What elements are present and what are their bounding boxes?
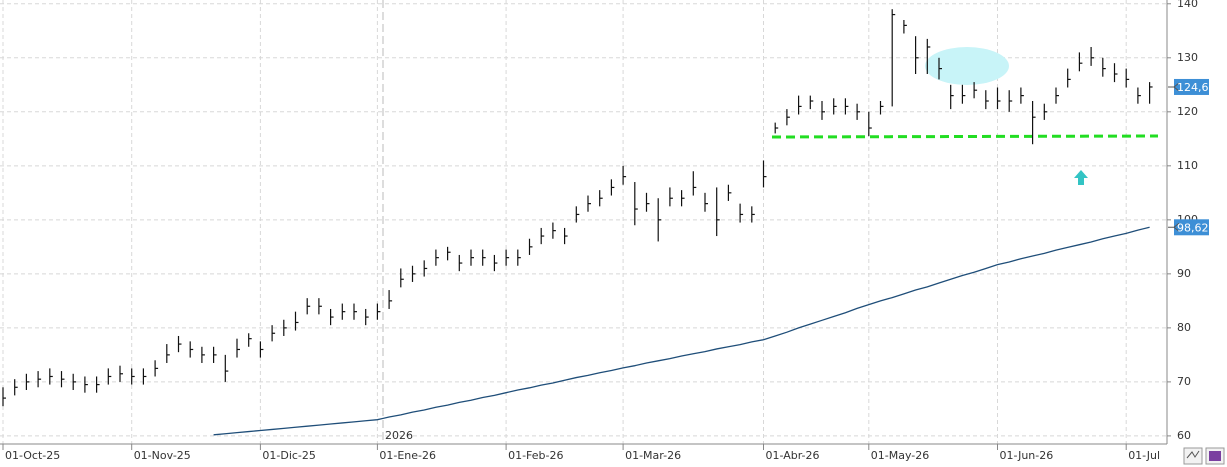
y-tick-label: 80: [1177, 321, 1191, 334]
x-tick-label: 01-Jun-26: [1000, 449, 1054, 462]
year-label: 2026: [385, 429, 413, 442]
moving-average-line: [213, 226, 1150, 436]
up-arrow: [1074, 170, 1088, 185]
x-tick-label: 01-Nov-25: [134, 449, 191, 462]
price-tag-label: 98,62: [1177, 221, 1209, 234]
price-tag-pointer: [1168, 222, 1180, 232]
y-tick-label: 110: [1177, 159, 1198, 172]
price-tag: [1174, 219, 1209, 236]
x-tick-label: 01-Jul: [1128, 449, 1160, 462]
y-tick-label: 70: [1177, 375, 1191, 388]
x-tick-label: 01-Feb-26: [508, 449, 563, 462]
x-tick-label: 01-Abr-26: [766, 449, 820, 462]
y-tick-label: 140: [1177, 0, 1198, 10]
x-tick-label: 01-Ene-26: [379, 449, 436, 462]
price-tag-label: 124,6: [1177, 81, 1209, 94]
y-tick-label: 60: [1177, 429, 1191, 442]
axes: 6070809010011012013014001-Oct-2501-Nov-2…: [2, 0, 1209, 462]
support-line: [771, 134, 1159, 139]
zoom-button[interactable]: [1183, 447, 1203, 465]
grid: [0, 0, 1167, 444]
x-tick-label: 01-Dic-25: [262, 449, 316, 462]
price-tag-pointer: [1168, 82, 1180, 92]
x-tick-label: 01-Oct-25: [5, 449, 60, 462]
price-tag: [1174, 78, 1209, 95]
x-tick-label: 01-May-26: [871, 449, 929, 462]
y-tick-label: 120: [1177, 105, 1198, 118]
y-tick-label: 130: [1177, 51, 1198, 64]
x-tick-label: 01-Mar-26: [625, 449, 681, 462]
zoom-icon: [1186, 450, 1200, 459]
highlight-ellipse: [925, 47, 1009, 85]
save-icon: [1209, 451, 1221, 461]
marks: [2, 9, 1153, 436]
y-tick-label: 90: [1177, 267, 1191, 280]
